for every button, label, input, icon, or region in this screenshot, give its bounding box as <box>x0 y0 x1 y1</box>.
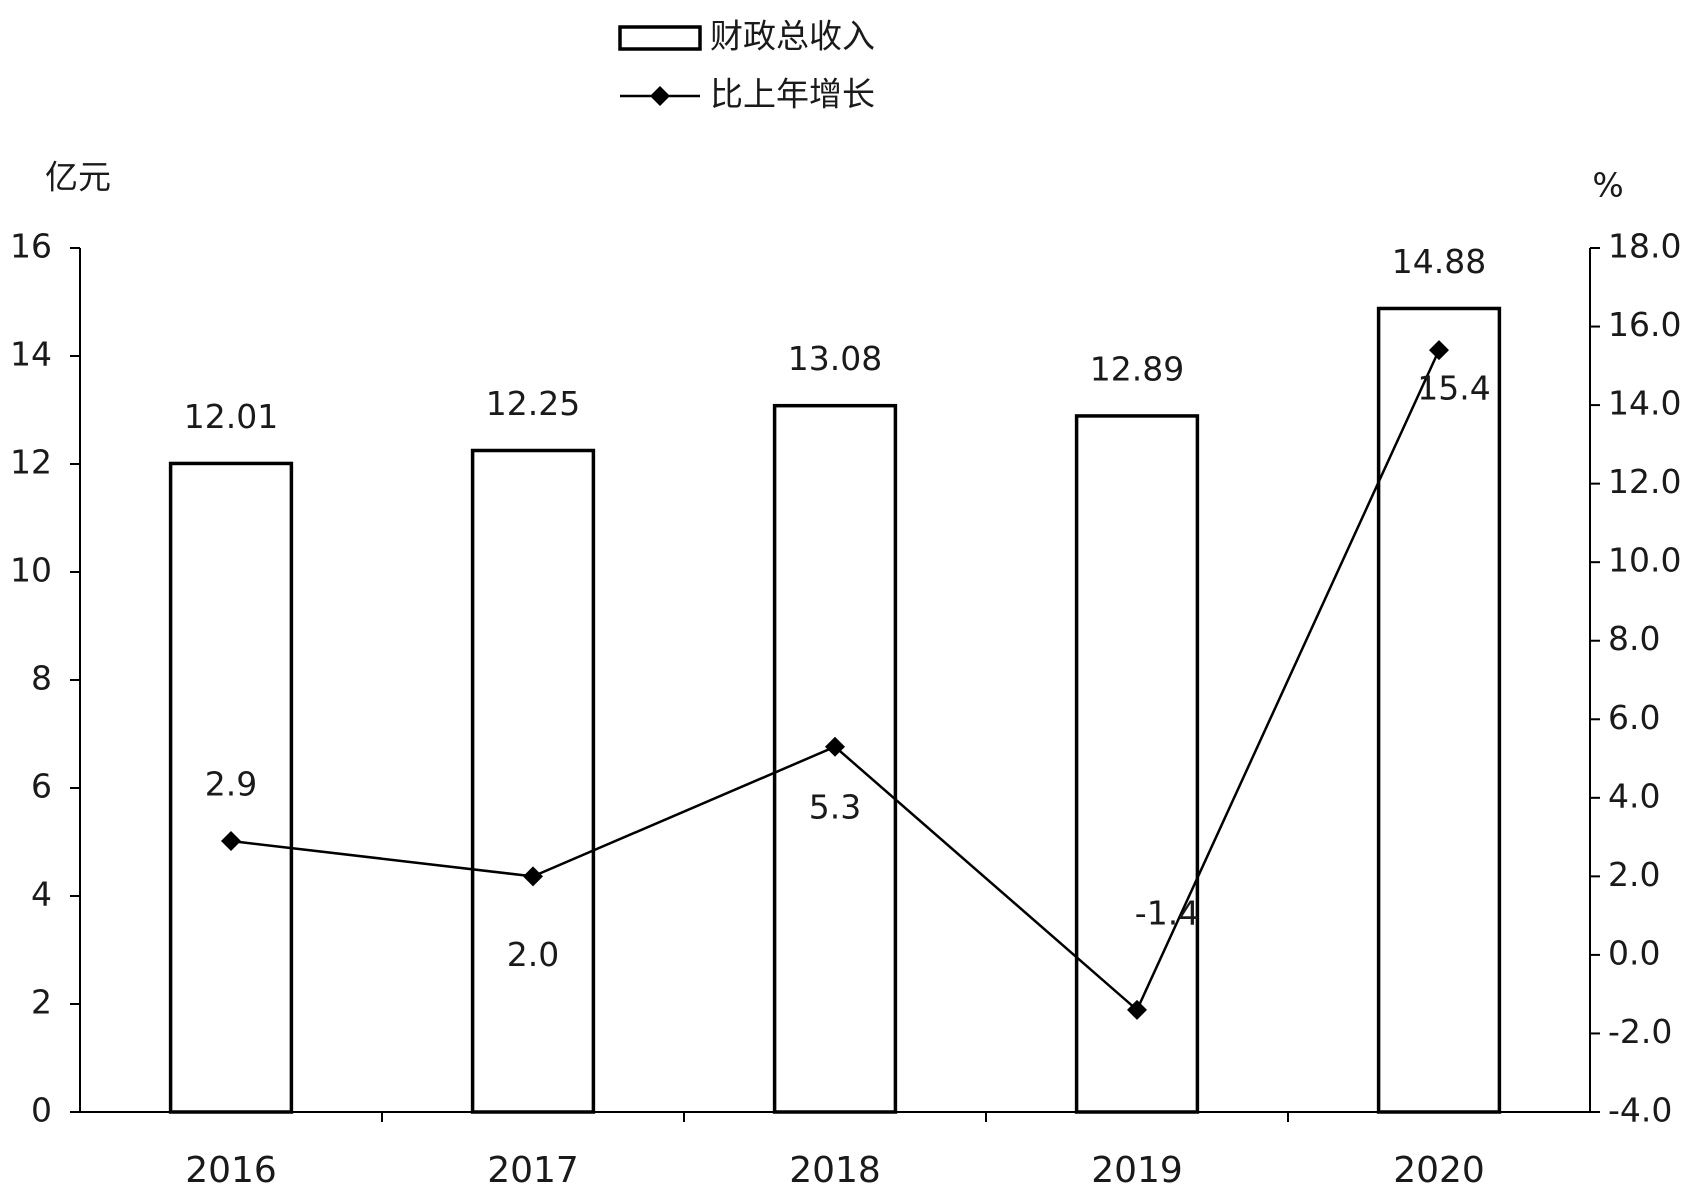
x-tick-label: 2016 <box>185 1150 277 1191</box>
bar <box>772 403 898 1114</box>
y-tick-label: 6 <box>31 767 52 806</box>
y2-tick-label: 8.0 <box>1608 619 1660 658</box>
legend-label: 比上年增长 <box>710 75 875 114</box>
y2-tick-label: 6.0 <box>1608 698 1660 737</box>
y2-tick-label: -4.0 <box>1608 1091 1672 1130</box>
bar-value-label: 13.08 <box>788 339 882 378</box>
y2-tick-label: -2.0 <box>1608 1012 1672 1051</box>
line-value-label: 15.4 <box>1417 369 1490 408</box>
bar <box>168 461 294 1114</box>
line-marker <box>1429 340 1449 361</box>
y-tick-label: 4 <box>31 875 52 914</box>
bar <box>470 448 596 1114</box>
line-value-label: 5.3 <box>809 787 861 826</box>
y2-tick-label: 14.0 <box>1608 384 1681 423</box>
line-value-label: 2.0 <box>507 935 559 974</box>
y2-tick-label: 2.0 <box>1608 855 1660 894</box>
y2-tick-label: 0.0 <box>1608 933 1660 972</box>
x-tick-label: 2017 <box>487 1150 579 1191</box>
legend-marker <box>650 86 670 106</box>
bar-value-label: 12.89 <box>1090 349 1184 388</box>
line-value-label: 2.9 <box>205 765 257 804</box>
legend-label: 财政总收入 <box>710 17 875 56</box>
bar-value-label: 12.25 <box>486 384 580 423</box>
line-marker <box>1127 999 1147 1020</box>
y2-tick-label: 16.0 <box>1608 305 1681 344</box>
y2-axis-label: % <box>1592 166 1623 205</box>
x-tick-label: 2018 <box>789 1150 881 1191</box>
bar-value-label: 12.01 <box>184 397 278 436</box>
bar-value-label: 14.88 <box>1392 242 1486 281</box>
y-tick-label: 16 <box>10 227 52 266</box>
y-tick-label: 10 <box>10 551 52 590</box>
line-marker <box>221 831 241 852</box>
bar <box>1376 306 1502 1114</box>
y2-tick-label: 10.0 <box>1608 541 1681 580</box>
y-tick-label: 0 <box>31 1091 52 1130</box>
x-tick-label: 2020 <box>1393 1150 1485 1191</box>
legend-swatch <box>618 25 702 51</box>
y2-tick-label: 18.0 <box>1608 227 1681 266</box>
y-tick-label: 14 <box>10 335 52 374</box>
y-tick-label: 8 <box>31 659 52 698</box>
y2-tick-label: 12.0 <box>1608 462 1681 501</box>
x-tick-label: 2019 <box>1091 1150 1183 1191</box>
line-value-label: -1.4 <box>1135 893 1199 932</box>
y2-tick-label: 4.0 <box>1608 776 1660 815</box>
line-marker <box>825 736 845 757</box>
y-tick-label: 12 <box>10 443 52 482</box>
bar <box>1074 414 1200 1114</box>
y-axis-label: 亿元 <box>45 158 111 197</box>
line-marker <box>523 866 543 887</box>
y-tick-label: 2 <box>31 983 52 1022</box>
